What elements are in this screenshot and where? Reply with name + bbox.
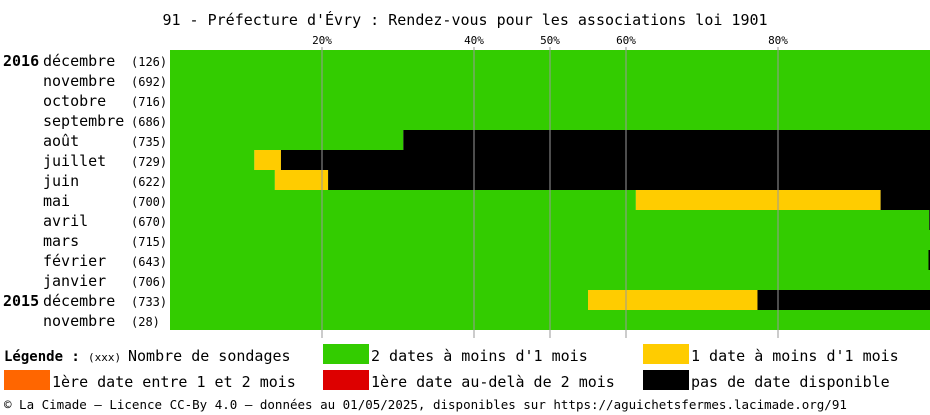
row-month-label: août xyxy=(43,132,79,150)
legend-label: Légende : xyxy=(4,349,80,365)
row-month-label: décembre xyxy=(43,52,115,70)
row-month-label: janvier xyxy=(43,272,106,290)
row-month-label: juillet xyxy=(43,152,106,170)
footer-credit: © La Cimade – Licence CC-By 4.0 – donnée… xyxy=(4,397,847,412)
x-tick-label: 50% xyxy=(540,34,560,47)
bar-segment xyxy=(170,130,404,150)
bar-segment xyxy=(170,150,255,170)
row-count-label: (729) xyxy=(131,155,167,169)
row-count-label: (622) xyxy=(131,175,167,189)
legend-count-text: Nombre de sondages xyxy=(128,347,291,365)
row-count-label: (706) xyxy=(131,275,167,289)
row-month-label: mars xyxy=(43,232,79,250)
x-tick-label: 40% xyxy=(464,34,484,47)
chart-title: 91 - Préfecture d'Évry : Rendez-vous pou… xyxy=(162,10,767,29)
legend-entry-label: 2 dates à moins d'1 mois xyxy=(371,347,588,365)
legend-entry-label: 1 date à moins d'1 mois xyxy=(691,347,899,365)
row-count-label: (692) xyxy=(131,75,167,89)
row-year-label: 2015 xyxy=(3,292,39,310)
row-count-label: (733) xyxy=(131,295,167,309)
row-count-label: (686) xyxy=(131,115,167,129)
bar-segment xyxy=(170,290,588,310)
bar-segment xyxy=(280,150,930,170)
row-month-label: octobre xyxy=(43,92,106,110)
row-year-label: 2016 xyxy=(3,52,39,70)
row-month-label: février xyxy=(43,252,106,270)
row-count-label: (126) xyxy=(131,55,167,69)
bar-segment xyxy=(635,190,881,210)
legend-swatch xyxy=(323,370,369,390)
legend-swatch xyxy=(323,344,369,364)
row-count-label: (670) xyxy=(131,215,167,229)
row-count-label: (700) xyxy=(131,195,167,209)
bar-segment xyxy=(254,150,281,170)
legend-swatch xyxy=(643,370,689,390)
x-tick-label: 20% xyxy=(312,34,332,47)
row-month-label: juin xyxy=(43,172,79,190)
row-count-label: (716) xyxy=(131,95,167,109)
row-count-label: (28) xyxy=(131,315,160,329)
row-month-label: décembre xyxy=(43,292,115,310)
row-month-label: novembre xyxy=(43,312,115,330)
x-tick-labels: 20% 40% 50% 60% 80% xyxy=(312,34,788,47)
row-count-label: (643) xyxy=(131,255,167,269)
bar-segment xyxy=(928,250,930,270)
bar-segment xyxy=(170,250,929,270)
bar-segment xyxy=(274,170,329,190)
bar-segment xyxy=(328,170,930,190)
x-tick-label: 60% xyxy=(616,34,636,47)
bar-segment xyxy=(880,190,930,210)
bar-segment xyxy=(588,290,758,310)
row-month-label: septembre xyxy=(43,112,124,130)
legend-swatch xyxy=(4,370,50,390)
bar-segment xyxy=(170,170,275,190)
legend-entry-label: 1ère date au-delà de 2 mois xyxy=(371,373,615,391)
legend-swatch xyxy=(643,344,689,364)
legend: Légende : (xxx) Nombre de sondages 2 dat… xyxy=(4,344,899,391)
gridlines xyxy=(321,47,779,338)
x-tick-label: 80% xyxy=(768,34,788,47)
bar-segment xyxy=(757,290,930,310)
row-count-label: (735) xyxy=(131,135,167,149)
legend-entry-label: pas de date disponible xyxy=(691,373,890,391)
row-month-label: avril xyxy=(43,212,88,230)
row-month-label: mai xyxy=(43,192,70,210)
row-count-label: (715) xyxy=(131,235,167,249)
legend-entry-label: 1ère date entre 1 et 2 mois xyxy=(52,373,296,391)
bar-segment xyxy=(403,130,930,150)
row-labels: 2016 décembre (126)novembre (692)octobre (71… xyxy=(3,52,167,330)
legend-count-marker: (xxx) xyxy=(88,351,121,364)
row-month-label: novembre xyxy=(43,72,115,90)
bar-segment xyxy=(170,190,636,210)
